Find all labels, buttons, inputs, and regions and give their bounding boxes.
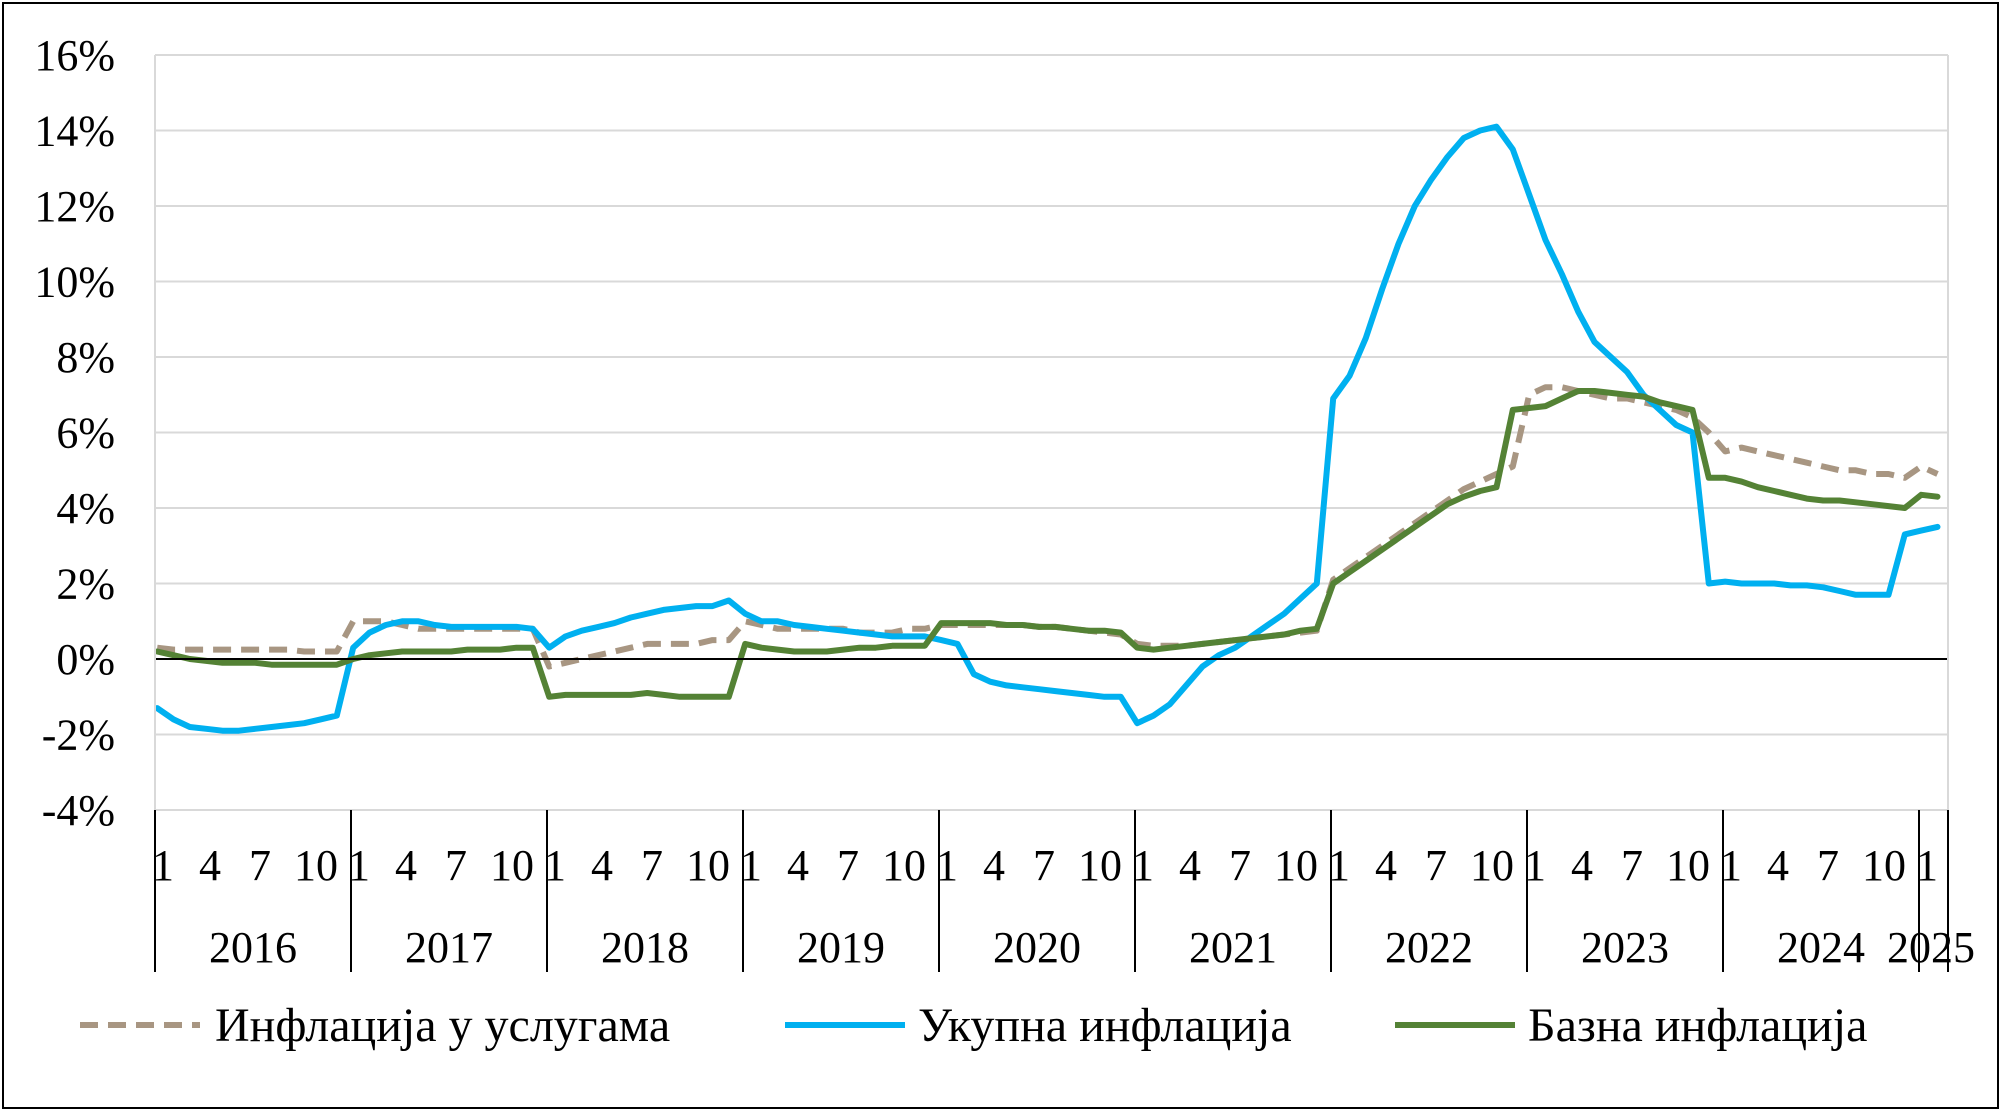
x-month-tick: 7 (1229, 841, 1251, 890)
gridlines (155, 54, 1948, 811)
x-year-label: 2017 (405, 923, 493, 972)
legend-label: Укупна инфлација (918, 999, 1292, 1052)
x-month-tick: 1 (1132, 841, 1154, 890)
x-month-tick: 7 (1033, 841, 1055, 890)
x-month-tick: 4 (787, 841, 809, 890)
y-tick-label: 0% (56, 635, 115, 684)
series-line (154, 388, 1941, 700)
x-year-label: 2023 (1581, 923, 1669, 972)
x-month-tick: 1 (1916, 841, 1938, 890)
y-tick-label: 8% (56, 333, 115, 382)
y-tick-label: -4% (42, 786, 115, 835)
series-layer (154, 123, 1941, 734)
y-tick-label: 10% (34, 258, 115, 307)
x-month-tick: 10 (1470, 841, 1514, 890)
y-tick-label: 6% (56, 409, 115, 458)
x-month-tick: 4 (395, 841, 417, 890)
y-tick-label: 14% (34, 107, 115, 156)
x-month-tick: 7 (641, 841, 663, 890)
x-month-tick: 1 (1524, 841, 1546, 890)
x-month-tick: 7 (1621, 841, 1643, 890)
x-year-label: 2016 (209, 923, 297, 972)
x-month-tick: 4 (1767, 841, 1789, 890)
x-month-tick: 4 (1375, 841, 1397, 890)
x-month-tick: 7 (249, 841, 271, 890)
x-month-tick: 10 (1078, 841, 1122, 890)
x-month-tick: 1 (936, 841, 958, 890)
x-month-tick: 4 (1571, 841, 1593, 890)
x-year-label: 2022 (1385, 923, 1473, 972)
axes (154, 55, 1949, 972)
y-tick-label: -2% (42, 711, 115, 760)
y-tick-label: 16% (34, 31, 115, 80)
y-tick-label: 12% (34, 182, 115, 231)
legend-label: Базна инфлација (1528, 999, 1867, 1052)
x-month-tick: 10 (1862, 841, 1906, 890)
x-month-tick: 10 (294, 841, 338, 890)
x-month-tick: 1 (1720, 841, 1742, 890)
x-month-tick: 1 (348, 841, 370, 890)
y-tick-label: 2% (56, 560, 115, 609)
x-month-tick: 4 (199, 841, 221, 890)
x-month-tick: 10 (686, 841, 730, 890)
y-axis-ticks: 16% 14% 12% 10% 8% 6% 4% 2% 0% -2% -4% (34, 31, 115, 835)
x-month-tick: 7 (837, 841, 859, 890)
x-year-label: 2021 (1189, 923, 1277, 972)
x-month-tick: 1 (1328, 841, 1350, 890)
x-month-tick: 10 (1666, 841, 1710, 890)
x-month-tick: 4 (591, 841, 613, 890)
x-month-tick: 1 (544, 841, 566, 890)
x-year-label: 2018 (601, 923, 689, 972)
legend-label: Инфлација у услугама (215, 999, 670, 1052)
x-month-tick: 10 (490, 841, 534, 890)
x-month-tick: 4 (983, 841, 1005, 890)
x-month-tick: 7 (445, 841, 467, 890)
x-year-label: 2025 (1887, 923, 1975, 972)
legend: Инфлација у услугама Укупна инфлација Базн… (80, 999, 1867, 1052)
x-year-label: 2019 (797, 923, 885, 972)
series-line (154, 123, 1941, 734)
x-month-tick: 10 (1274, 841, 1318, 890)
x-month-tick: 1 (740, 841, 762, 890)
x-month-tick: 1 (152, 841, 174, 890)
x-month-tick: 7 (1425, 841, 1447, 890)
x-month-tick: 10 (882, 841, 926, 890)
y-tick-label: 4% (56, 484, 115, 533)
x-month-tick: 4 (1179, 841, 1201, 890)
x-year-label: 2024 (1777, 923, 1865, 972)
x-year-label: 2020 (993, 923, 1081, 972)
x-month-tick: 7 (1817, 841, 1839, 890)
